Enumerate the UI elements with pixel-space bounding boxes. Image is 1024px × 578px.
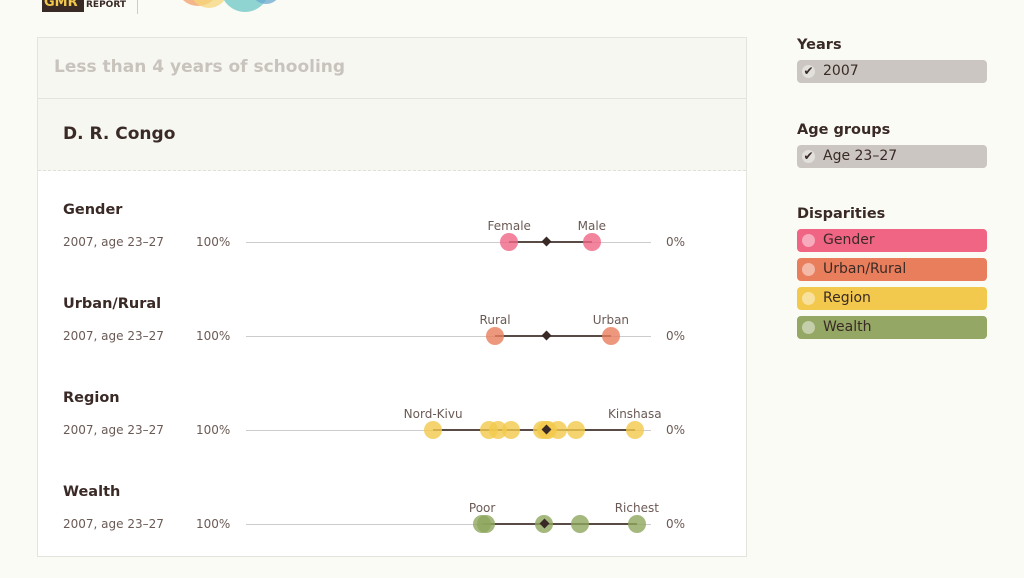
data-point[interactable] — [477, 515, 496, 533]
disparity-label: Wealth — [823, 319, 872, 335]
years-heading: Years — [797, 37, 842, 53]
circle-icon — [802, 263, 815, 276]
row-title: Wealth — [63, 484, 121, 500]
filter-sidebar: Years ✔ 2007 Age groups ✔ Age 23–27 Dispar… — [797, 37, 987, 345]
row-title: Region — [63, 390, 120, 406]
row-subtitle: 2007, age 23–27 — [63, 235, 164, 249]
data-point[interactable] — [571, 515, 590, 533]
disparity-label: Region — [823, 290, 871, 306]
check-icon: ✔ — [802, 64, 815, 78]
row-title: Urban/Rural — [63, 296, 162, 312]
disparity-label: Urban/Rural — [823, 261, 907, 277]
row-subtitle: 2007, age 23–27 — [63, 423, 164, 437]
logo-subtext: REPORT — [86, 0, 126, 10]
disparity-label: Gender — [823, 232, 875, 248]
disparity-row-urban-rural: Urban/Rural 2007, age 23–27 100% 0% Rura… — [38, 296, 746, 390]
row-subtitle: 2007, age 23–27 — [63, 329, 164, 343]
high-group-label: Richest — [614, 501, 659, 515]
country-title: D. R. Congo — [38, 99, 746, 171]
disparity-filter-gender[interactable]: Gender — [797, 229, 987, 252]
logo-mark: GMR — [42, 0, 84, 12]
low-group-label: Poor — [468, 501, 496, 515]
range-line — [482, 523, 637, 525]
low-group-label: Nord-Kivu — [403, 407, 463, 421]
disparity-filter-wealth[interactable]: Wealth — [797, 316, 987, 339]
circle-icon — [802, 234, 815, 247]
high-group-label: Kinshasa — [607, 407, 662, 421]
average-marker[interactable] — [541, 330, 552, 341]
circle-icon — [802, 321, 815, 334]
low-group-label: Female — [487, 219, 531, 233]
axis-right-label: 0% — [666, 423, 686, 437]
range-line — [495, 335, 611, 337]
year-filter-2007[interactable]: ✔ 2007 — [797, 60, 987, 83]
row-title: Gender — [63, 202, 123, 218]
header-divider — [137, 0, 138, 14]
disparities-heading: Disparities — [797, 206, 886, 222]
axis-left-label: 100% — [196, 423, 231, 437]
age-groups-heading: Age groups — [797, 122, 891, 138]
chart-panel: Less than 4 years of schooling D. R. Con… — [37, 37, 747, 557]
data-point[interactable] — [582, 233, 601, 251]
axis-line — [246, 336, 651, 337]
disparity-row-wealth: Wealth 2007, age 23–27 100% 0% Poor Rich… — [38, 484, 746, 578]
indicator-title: Less than 4 years of schooling — [38, 38, 746, 99]
row-subtitle: 2007, age 23–27 — [63, 517, 164, 531]
year-label: 2007 — [823, 63, 859, 79]
disparity-row-region: Region 2007, age 23–27 100% 0% Nord-Kivu… — [38, 390, 746, 484]
data-point[interactable] — [548, 421, 567, 439]
data-point[interactable] — [501, 421, 520, 439]
low-group-label: Rural — [479, 313, 511, 327]
axis-left-label: 100% — [196, 329, 231, 343]
axis-right-label: 0% — [666, 517, 686, 531]
axis-line — [246, 524, 651, 525]
average-marker[interactable] — [541, 236, 552, 247]
gmr-logo[interactable]: GMR REPORT — [42, 0, 132, 16]
circle-icon — [802, 292, 815, 305]
age-label: Age 23–27 — [823, 148, 898, 164]
axis-left-label: 100% — [196, 517, 231, 531]
data-point[interactable] — [627, 515, 646, 533]
data-point[interactable] — [500, 233, 519, 251]
high-group-label: Male — [577, 219, 607, 233]
age-filter-23-27[interactable]: ✔ Age 23–27 — [797, 145, 987, 168]
axis-left-label: 100% — [196, 235, 231, 249]
disparity-row-gender: Gender 2007, age 23–27 100% 0% Female Ma… — [38, 202, 746, 296]
disparity-filter-region[interactable]: Region — [797, 287, 987, 310]
disparity-filter-urban-rural[interactable]: Urban/Rural — [797, 258, 987, 281]
data-point[interactable] — [424, 421, 443, 439]
data-point[interactable] — [601, 327, 620, 345]
data-point[interactable] — [567, 421, 586, 439]
data-point[interactable] — [486, 327, 505, 345]
data-point[interactable] — [625, 421, 644, 439]
check-icon: ✔ — [802, 149, 815, 163]
axis-right-label: 0% — [666, 329, 686, 343]
high-group-label: Urban — [592, 313, 630, 327]
axis-right-label: 0% — [666, 235, 686, 249]
axis-line — [246, 242, 651, 243]
